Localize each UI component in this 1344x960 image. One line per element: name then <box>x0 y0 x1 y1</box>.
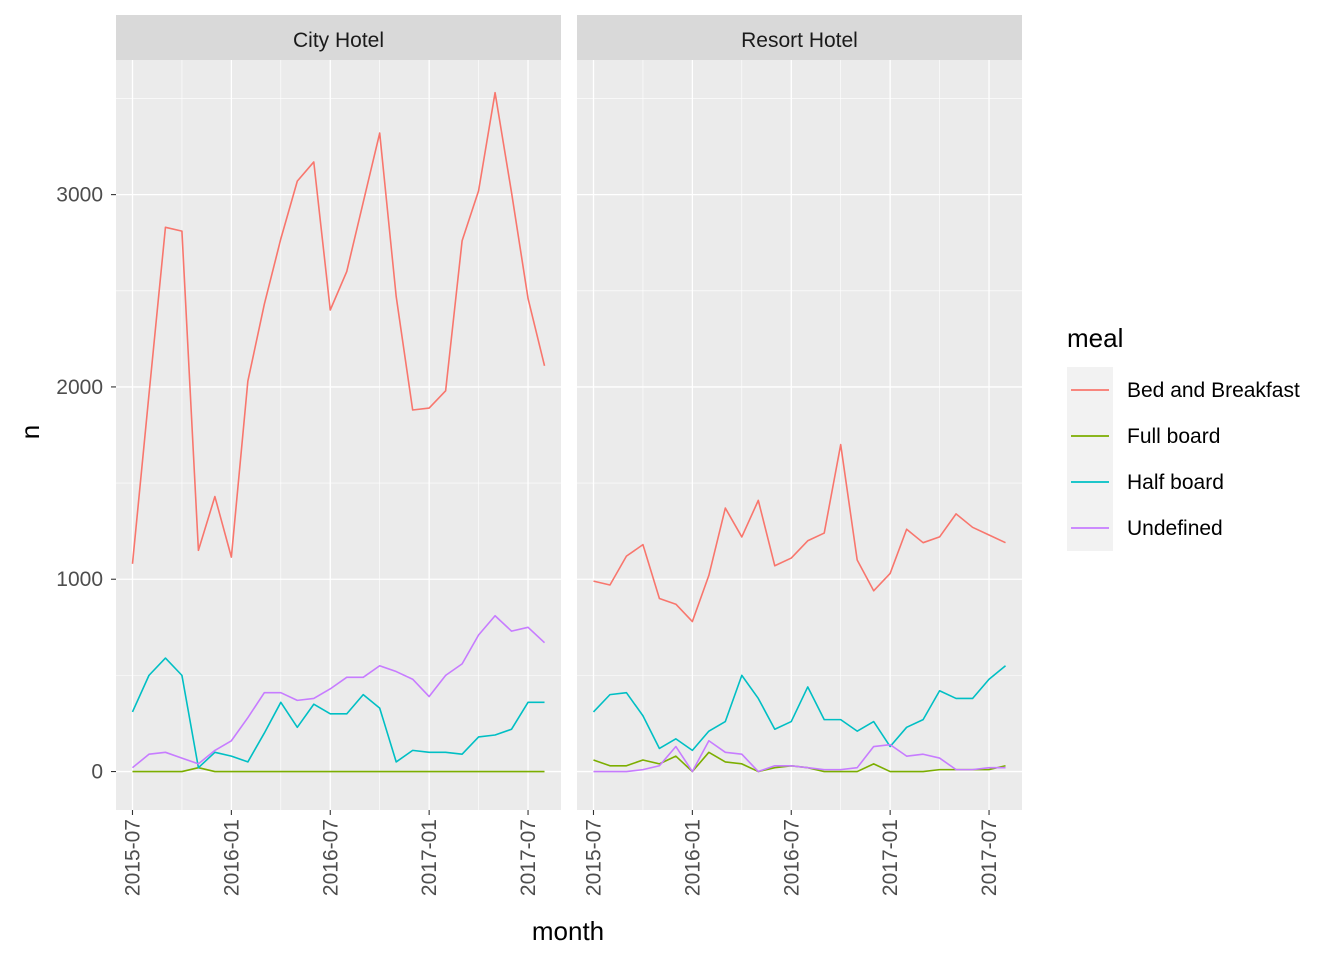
y-tick-label: 2000 <box>56 376 103 399</box>
x-tick-label: 2016-01 <box>681 819 704 896</box>
y-axis-title: n <box>15 425 45 439</box>
y-tick-label: 3000 <box>56 184 103 207</box>
legend-label-half-board: Half board <box>1127 471 1224 494</box>
x-tick-label: 2017-01 <box>879 819 902 896</box>
legend-label-full-board: Full board <box>1127 425 1220 448</box>
panel-background <box>116 60 561 810</box>
x-axis-title: month <box>532 916 604 946</box>
x-tick-label: 2015-07 <box>582 819 605 896</box>
series-line-half-board <box>592 665 1007 752</box>
facet-strip-label: City Hotel <box>293 29 384 52</box>
x-tick-label: 2016-07 <box>780 819 803 896</box>
panel-background <box>577 60 1022 810</box>
x-tick-label: 2016-07 <box>319 819 342 896</box>
panels: 2015-07 2016-01 2016-07 2017-01 2017-07 City … <box>116 15 1022 896</box>
series-line-bed-and-breakfast <box>593 443 1006 623</box>
x-tick-label: 2015-07 <box>121 819 144 896</box>
x-tick-label: 2017-07 <box>517 819 540 896</box>
series-line-full-board <box>132 766 545 773</box>
legend-label-bed-and-breakfast: Bed and Breakfast <box>1127 379 1300 402</box>
panel-resort-hotel: 2015-07 2016-01 2016-07 2017-01 2017-07 Resor… <box>577 15 1022 896</box>
facet-strip-label: Resort Hotel <box>741 29 858 52</box>
y-tick-label: 1000 <box>56 568 103 591</box>
axes: 0 1000 2000 3000 <box>56 184 116 784</box>
legend-label-undefined: Undefined <box>1127 517 1223 540</box>
series-line-undefined <box>593 739 1006 773</box>
legend-title: meal <box>1067 323 1123 353</box>
facet-strip <box>116 15 561 60</box>
x-tick-label: 2017-07 <box>978 819 1001 896</box>
x-tick-label: 2016-01 <box>220 819 243 896</box>
y-tick-label: 0 <box>91 761 103 784</box>
series-line-undefined <box>131 614 546 769</box>
x-tick-label: 2017-01 <box>418 819 441 896</box>
series-line-half-board <box>131 657 545 769</box>
series-line-bed-and-breakfast <box>131 91 546 564</box>
panel-city-hotel: 2015-07 2016-01 2016-07 2017-01 2017-07 City … <box>116 15 561 896</box>
legend: meal Bed and Breakfast Full board Half boa… <box>1067 323 1300 551</box>
facet-strip <box>577 15 1022 60</box>
